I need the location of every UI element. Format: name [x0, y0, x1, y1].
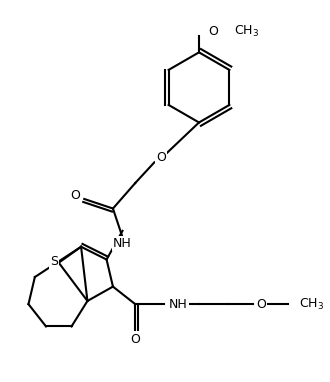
- Text: O: O: [209, 25, 218, 38]
- Text: O: O: [130, 333, 140, 346]
- Text: CH$_3$: CH$_3$: [299, 296, 324, 312]
- Text: NH: NH: [113, 237, 132, 250]
- Text: O: O: [70, 189, 80, 202]
- Text: S: S: [50, 255, 58, 268]
- Text: O: O: [256, 298, 266, 311]
- Text: O: O: [156, 151, 166, 164]
- Text: NH: NH: [169, 298, 187, 311]
- Text: CH$_3$: CH$_3$: [234, 24, 259, 39]
